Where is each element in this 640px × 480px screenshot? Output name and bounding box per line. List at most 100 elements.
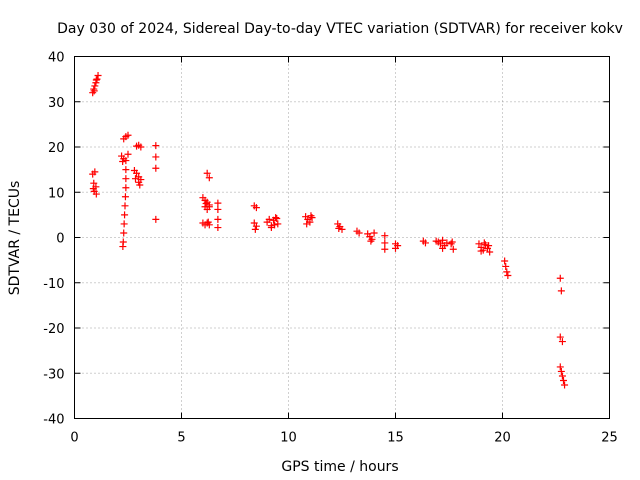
data-point (214, 215, 222, 223)
data-point (91, 82, 99, 90)
data-point (122, 157, 130, 165)
data-point (91, 168, 99, 176)
data-point (89, 185, 97, 193)
x-tick-label: 15 (387, 431, 404, 446)
data-point (381, 245, 389, 253)
data-point (559, 376, 567, 384)
data-point (152, 153, 160, 161)
y-tick-label: 0 (56, 232, 64, 247)
data-point (448, 238, 456, 246)
data-point (335, 224, 343, 232)
axis-ticks: 0 5 10 15 20 25 -40 -30 -20 -10 0 10 20 30 40 (43, 51, 618, 446)
data-point (203, 169, 211, 177)
data-point (303, 220, 311, 228)
data-point (90, 87, 98, 95)
data-point (561, 381, 569, 389)
data-point (252, 222, 260, 230)
data-point (122, 175, 130, 183)
data-point (122, 166, 130, 174)
data-point (449, 245, 457, 253)
y-tick-label: -10 (43, 277, 64, 292)
data-point (502, 262, 510, 270)
y-tick-label: 10 (48, 186, 65, 201)
y-tick-label: -20 (43, 322, 64, 337)
data-point (370, 229, 378, 237)
data-point (251, 225, 259, 233)
data-point (202, 200, 210, 208)
x-tick-label: 5 (177, 431, 185, 446)
data-point (381, 239, 389, 247)
data-point (120, 220, 128, 228)
x-tick-label: 10 (280, 431, 297, 446)
data-point (120, 229, 128, 237)
x-tick-label: 25 (601, 431, 618, 446)
data-point (131, 175, 139, 183)
data-point (367, 237, 375, 245)
data-point (274, 220, 282, 228)
data-point (480, 239, 488, 247)
x-axis-label: GPS time / hours (281, 459, 398, 475)
data-point (557, 367, 565, 375)
data-point (556, 333, 564, 341)
data-point (124, 131, 132, 139)
data-point (152, 215, 160, 223)
data-point (557, 287, 565, 295)
x-tick-label: 0 (70, 431, 78, 446)
data-point (214, 224, 222, 232)
data-point (421, 239, 429, 247)
data-point (381, 232, 389, 240)
data-point (121, 202, 129, 210)
y-axis-label: SDTVAR / TECUs (7, 181, 23, 296)
data-point (137, 143, 145, 151)
data-point (152, 142, 160, 150)
data-point (92, 76, 100, 84)
chart-title: Day 030 of 2024, Sidereal Day-to-day VTE… (57, 21, 623, 37)
data-point (92, 190, 100, 198)
y-tick-label: 30 (48, 96, 65, 111)
data-point (355, 229, 363, 237)
data-point (556, 274, 564, 282)
data-point (394, 242, 402, 250)
data-point (121, 211, 129, 219)
data-point (214, 199, 222, 207)
data-point (273, 214, 281, 222)
data-point (439, 244, 447, 252)
data-point (252, 204, 260, 212)
data-point (272, 214, 280, 222)
data-point (122, 184, 130, 192)
data-point (204, 218, 212, 226)
data-point (475, 240, 483, 248)
data-point (338, 225, 346, 233)
data-point (485, 242, 493, 250)
data-point (205, 203, 213, 211)
data-point (501, 257, 509, 265)
data-point (265, 215, 273, 223)
data-point (558, 372, 566, 380)
y-tick-label: -30 (43, 367, 64, 382)
data-point (121, 193, 129, 201)
y-tick-label: 40 (48, 51, 65, 66)
data-points (89, 72, 569, 389)
data-point (124, 150, 132, 158)
data-point (477, 247, 485, 255)
data-point (271, 221, 279, 229)
data-point (119, 157, 127, 165)
data-point (558, 338, 566, 346)
data-point (152, 164, 160, 172)
data-point (436, 240, 444, 248)
data-point (119, 243, 127, 251)
data-point (214, 205, 222, 213)
y-tick-label: 20 (48, 141, 65, 156)
y-tick-label: -40 (43, 413, 64, 428)
data-point (205, 174, 213, 182)
data-point (443, 239, 451, 247)
data-point (94, 72, 102, 80)
data-point (503, 268, 511, 276)
data-point (307, 212, 315, 220)
data-point (486, 248, 494, 256)
data-point (439, 236, 447, 244)
data-point (556, 363, 564, 371)
data-point (93, 75, 101, 83)
